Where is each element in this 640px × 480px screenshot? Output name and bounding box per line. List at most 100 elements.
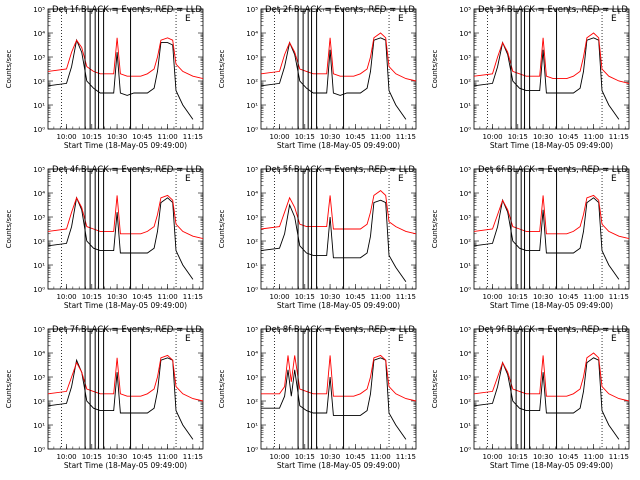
plot-frame bbox=[260, 328, 417, 450]
x-tick-label: 10:15 bbox=[295, 293, 315, 301]
x-tick-label: 11:00 bbox=[584, 133, 604, 141]
panel-title: Det 6f BLACK = Events, RED = LLD bbox=[478, 165, 628, 175]
y-tick-label: 10¹ bbox=[33, 102, 45, 110]
x-tick-label: 11:00 bbox=[584, 453, 604, 461]
y-tick-label: 10² bbox=[33, 238, 45, 246]
x-tick-label: 11:00 bbox=[371, 453, 391, 461]
panel-title: Det 3f BLACK = Events, RED = LLD bbox=[478, 5, 628, 15]
plot-frame bbox=[260, 8, 417, 130]
plot-frame bbox=[47, 8, 204, 130]
y-tick-label: 10⁰ bbox=[459, 286, 471, 294]
x-tick-label: 10:15 bbox=[295, 133, 315, 141]
y-tick-label: 10⁵ bbox=[459, 166, 471, 174]
y-tick-label: 10³ bbox=[246, 214, 258, 222]
y-tick-label: 10³ bbox=[246, 374, 258, 382]
plot-frame bbox=[473, 168, 630, 290]
x-tick-label: 11:15 bbox=[396, 453, 416, 461]
y-tick-label: 10⁰ bbox=[246, 126, 258, 134]
legend-marker: E bbox=[611, 14, 617, 24]
y-tick-label: 10² bbox=[459, 238, 471, 246]
x-tick-label: 10:00 bbox=[269, 453, 289, 461]
x-axis-label: Start Time (18-May-05 09:49:00) bbox=[490, 461, 613, 470]
x-tick-label: 10:30 bbox=[533, 293, 553, 301]
y-tick-label: 10⁰ bbox=[246, 286, 258, 294]
x-axis-label: Start Time (18-May-05 09:49:00) bbox=[64, 301, 187, 310]
x-tick-label: 10:15 bbox=[508, 133, 528, 141]
x-tick-label: 10:45 bbox=[558, 133, 578, 141]
x-tick-label: 10:15 bbox=[82, 453, 102, 461]
x-tick-label: 11:15 bbox=[183, 453, 203, 461]
legend-marker: E bbox=[185, 14, 191, 24]
x-tick-label: 10:00 bbox=[482, 133, 502, 141]
x-axis-label: Start Time (18-May-05 09:49:00) bbox=[277, 301, 400, 310]
lld-series-line bbox=[260, 32, 417, 82]
y-tick-label: 10⁴ bbox=[459, 30, 471, 38]
x-tick-label: 10:45 bbox=[558, 453, 578, 461]
x-tick-label: 10:00 bbox=[482, 293, 502, 301]
lld-series-line bbox=[47, 37, 204, 80]
panel-title: Det 2f BLACK = Events, RED = LLD bbox=[265, 5, 415, 15]
x-tick-label: 11:15 bbox=[609, 453, 629, 461]
y-tick-label: 10⁰ bbox=[459, 126, 471, 134]
x-tick-label: 10:00 bbox=[269, 133, 289, 141]
y-tick-label: 10⁴ bbox=[33, 190, 45, 198]
events-series-line bbox=[47, 196, 194, 280]
y-tick-label: 10⁰ bbox=[459, 446, 471, 454]
x-tick-label: 11:15 bbox=[183, 133, 203, 141]
y-tick-label: 10⁵ bbox=[459, 326, 471, 334]
y-tick-label: 10¹ bbox=[33, 422, 45, 430]
x-axis-label: Start Time (18-May-05 09:49:00) bbox=[277, 461, 400, 470]
x-tick-label: 10:30 bbox=[107, 293, 127, 301]
y-tick-label: 10⁴ bbox=[33, 350, 45, 358]
y-tick-label: 10⁵ bbox=[246, 166, 258, 174]
panel-title: Det 7f BLACK = Events, RED = LLD bbox=[52, 325, 202, 335]
y-tick-label: 10¹ bbox=[246, 262, 258, 270]
lld-series-line bbox=[261, 354, 417, 402]
y-tick-label: 10⁰ bbox=[33, 446, 45, 454]
legend-marker: E bbox=[611, 174, 617, 184]
x-tick-label: 10:15 bbox=[295, 453, 315, 461]
x-tick-label: 10:30 bbox=[320, 453, 340, 461]
y-tick-label: 10⁰ bbox=[246, 446, 258, 454]
plot-frame bbox=[473, 8, 630, 130]
events-series-line bbox=[473, 197, 620, 280]
x-tick-label: 11:00 bbox=[584, 293, 604, 301]
y-axis-label: Counts/sec bbox=[5, 370, 13, 409]
x-tick-label: 11:15 bbox=[183, 293, 203, 301]
x-tick-label: 10:30 bbox=[107, 133, 127, 141]
y-axis-label: Counts/sec bbox=[431, 50, 439, 89]
y-tick-label: 10⁵ bbox=[246, 6, 258, 14]
y-tick-label: 10¹ bbox=[459, 102, 471, 110]
x-tick-label: 10:30 bbox=[533, 453, 553, 461]
x-tick-label: 10:00 bbox=[56, 453, 76, 461]
x-axis-label: Start Time (18-May-05 09:49:00) bbox=[490, 301, 613, 310]
y-tick-label: 10² bbox=[33, 78, 45, 86]
x-tick-label: 11:00 bbox=[371, 293, 391, 301]
x-tick-label: 11:15 bbox=[396, 293, 416, 301]
x-axis-label: Start Time (18-May-05 09:49:00) bbox=[490, 141, 613, 150]
x-tick-label: 10:45 bbox=[345, 293, 365, 301]
legend-marker: E bbox=[185, 174, 191, 184]
panel-title: Det 8f BLACK = Events, RED = LLD bbox=[265, 325, 415, 335]
y-tick-label: 10² bbox=[246, 238, 258, 246]
x-tick-label: 11:00 bbox=[158, 133, 178, 141]
x-tick-label: 10:45 bbox=[132, 293, 152, 301]
y-axis-label: Counts/sec bbox=[218, 50, 226, 89]
panel-title: Det 1f BLACK = Events, RED = LLD bbox=[52, 5, 202, 15]
x-tick-label: 11:15 bbox=[396, 133, 416, 141]
events-series-line bbox=[473, 37, 620, 120]
y-tick-label: 10⁴ bbox=[459, 190, 471, 198]
x-tick-label: 10:15 bbox=[82, 293, 102, 301]
y-tick-label: 10¹ bbox=[459, 262, 471, 270]
x-tick-label: 10:30 bbox=[533, 133, 553, 141]
y-tick-label: 10⁵ bbox=[33, 326, 45, 334]
y-tick-label: 10⁵ bbox=[33, 166, 45, 174]
y-tick-label: 10² bbox=[33, 398, 45, 406]
y-axis-label: Counts/sec bbox=[5, 50, 13, 89]
y-tick-label: 10⁴ bbox=[459, 350, 471, 358]
y-tick-label: 10³ bbox=[33, 374, 45, 382]
y-tick-label: 10³ bbox=[246, 54, 258, 62]
x-tick-label: 11:15 bbox=[609, 293, 629, 301]
